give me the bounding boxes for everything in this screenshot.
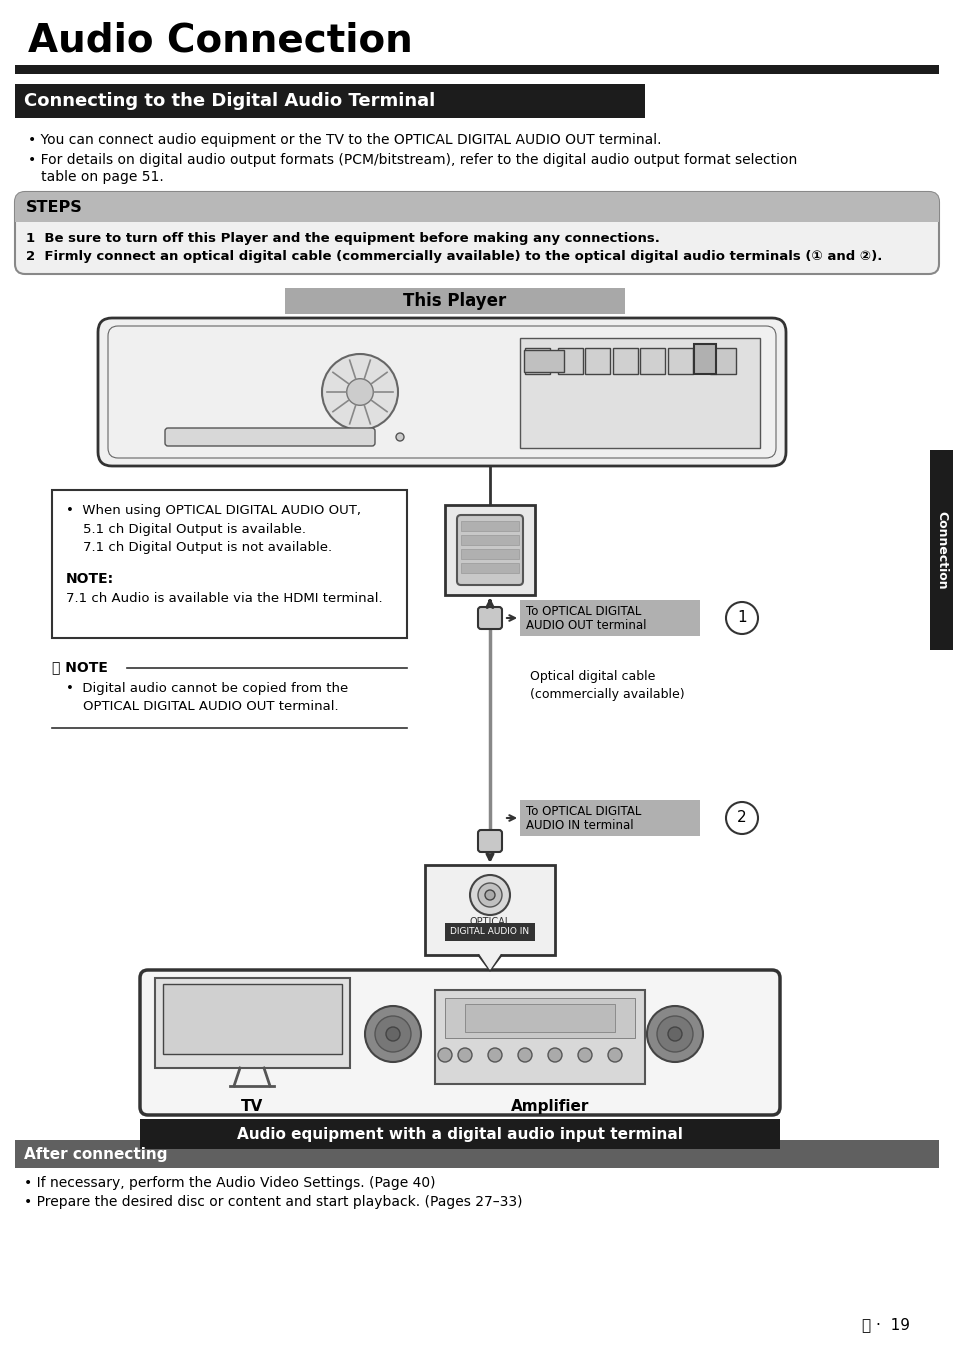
Bar bbox=[558, 348, 582, 374]
Text: • Prepare the desired disc or content and start playback. (Pages 27–33): • Prepare the desired disc or content an… bbox=[24, 1196, 522, 1209]
Circle shape bbox=[517, 1048, 532, 1062]
Text: This Player: This Player bbox=[403, 292, 506, 310]
Circle shape bbox=[365, 1006, 420, 1062]
Bar bbox=[444, 505, 535, 594]
Bar bbox=[15, 84, 644, 118]
Bar bbox=[693, 344, 716, 374]
Text: • If necessary, perform the Audio Video Settings. (Page 40): • If necessary, perform the Audio Video … bbox=[24, 1177, 435, 1190]
Text: TV: TV bbox=[240, 1099, 263, 1114]
Bar bbox=[519, 600, 700, 636]
Bar bbox=[444, 923, 535, 941]
Bar bbox=[584, 348, 609, 374]
Text: ⎓ NOTE: ⎓ NOTE bbox=[52, 659, 108, 674]
Circle shape bbox=[457, 1048, 472, 1062]
Circle shape bbox=[386, 1026, 399, 1041]
FancyBboxPatch shape bbox=[456, 515, 522, 585]
Bar bbox=[435, 990, 644, 1085]
Text: 2  Firmly connect an optical digital cable (commercially available) to the optic: 2 Firmly connect an optical digital cabl… bbox=[26, 250, 882, 263]
Circle shape bbox=[607, 1048, 621, 1062]
Text: Connecting to the Digital Audio Terminal: Connecting to the Digital Audio Terminal bbox=[24, 92, 435, 110]
Circle shape bbox=[484, 890, 495, 900]
Text: NOTE:: NOTE: bbox=[66, 571, 114, 586]
Text: 1  Be sure to turn off this Player and the equipment before making any connectio: 1 Be sure to turn off this Player and th… bbox=[26, 232, 659, 245]
Text: 7.1 ch Digital Output is not available.: 7.1 ch Digital Output is not available. bbox=[66, 542, 332, 554]
Circle shape bbox=[488, 1048, 501, 1062]
Bar bbox=[523, 349, 563, 372]
Bar bbox=[52, 490, 407, 638]
Bar bbox=[285, 288, 624, 314]
Text: AUDIO OUT terminal: AUDIO OUT terminal bbox=[525, 619, 646, 632]
Circle shape bbox=[646, 1006, 702, 1062]
Text: 1: 1 bbox=[737, 611, 746, 626]
Polygon shape bbox=[477, 955, 501, 971]
Text: table on page 51.: table on page 51. bbox=[28, 171, 164, 184]
Text: 7.1 ch Audio is available via the HDMI terminal.: 7.1 ch Audio is available via the HDMI t… bbox=[66, 592, 382, 605]
Circle shape bbox=[375, 1016, 411, 1052]
Circle shape bbox=[346, 379, 373, 405]
Circle shape bbox=[667, 1026, 681, 1041]
FancyBboxPatch shape bbox=[15, 192, 938, 222]
Text: DIGITAL AUDIO IN: DIGITAL AUDIO IN bbox=[450, 927, 529, 936]
Bar bbox=[929, 450, 953, 650]
Circle shape bbox=[322, 353, 397, 431]
Bar bbox=[15, 207, 938, 222]
Circle shape bbox=[547, 1048, 561, 1062]
Text: 2: 2 bbox=[737, 811, 746, 826]
Text: • For details on digital audio output formats (PCM/bitstream), refer to the digi: • For details on digital audio output fo… bbox=[28, 153, 797, 167]
Circle shape bbox=[725, 603, 758, 634]
Bar bbox=[163, 984, 341, 1053]
Circle shape bbox=[395, 433, 403, 441]
Circle shape bbox=[578, 1048, 592, 1062]
Text: •  Digital audio cannot be copied from the
    OPTICAL DIGITAL AUDIO OUT termina: • Digital audio cannot be copied from th… bbox=[66, 682, 348, 714]
Bar bbox=[709, 348, 735, 374]
Bar bbox=[15, 65, 938, 74]
Circle shape bbox=[725, 802, 758, 834]
Bar bbox=[639, 348, 664, 374]
Polygon shape bbox=[479, 955, 499, 969]
Bar bbox=[460, 535, 518, 546]
Text: STEPS: STEPS bbox=[26, 199, 83, 214]
FancyBboxPatch shape bbox=[477, 607, 501, 630]
Bar bbox=[464, 1005, 615, 1032]
Text: Audio Connection: Audio Connection bbox=[28, 22, 413, 60]
Text: Amplifier: Amplifier bbox=[510, 1099, 589, 1114]
Bar bbox=[15, 1140, 938, 1169]
Bar bbox=[460, 563, 518, 573]
Bar bbox=[460, 521, 518, 531]
Text: 5.1 ch Digital Output is available.: 5.1 ch Digital Output is available. bbox=[66, 523, 306, 536]
Bar bbox=[519, 338, 760, 448]
Bar bbox=[140, 1118, 780, 1150]
Circle shape bbox=[657, 1016, 692, 1052]
FancyBboxPatch shape bbox=[140, 969, 780, 1114]
Bar bbox=[154, 978, 350, 1068]
Bar bbox=[460, 548, 518, 559]
Text: Optical digital cable
(commercially available): Optical digital cable (commercially avai… bbox=[530, 670, 684, 701]
Text: •  When using OPTICAL DIGITAL AUDIO OUT,: • When using OPTICAL DIGITAL AUDIO OUT, bbox=[66, 504, 360, 517]
Bar bbox=[519, 800, 700, 835]
FancyBboxPatch shape bbox=[15, 192, 938, 274]
Circle shape bbox=[477, 883, 501, 907]
FancyBboxPatch shape bbox=[165, 428, 375, 445]
Circle shape bbox=[470, 875, 510, 915]
FancyBboxPatch shape bbox=[477, 830, 501, 852]
Text: To OPTICAL DIGITAL: To OPTICAL DIGITAL bbox=[525, 806, 640, 818]
Bar bbox=[444, 998, 635, 1039]
Text: OPTICAL: OPTICAL bbox=[469, 917, 510, 927]
Bar bbox=[524, 348, 550, 374]
FancyBboxPatch shape bbox=[98, 318, 785, 466]
Text: Audio equipment with a digital audio input terminal: Audio equipment with a digital audio inp… bbox=[236, 1127, 682, 1141]
Bar bbox=[424, 865, 555, 955]
Text: Connection: Connection bbox=[935, 510, 947, 589]
Text: ⓔ ·  19: ⓔ · 19 bbox=[862, 1317, 909, 1332]
Text: • You can connect audio equipment or the TV to the OPTICAL DIGITAL AUDIO OUT ter: • You can connect audio equipment or the… bbox=[28, 133, 660, 148]
Text: AUDIO IN terminal: AUDIO IN terminal bbox=[525, 819, 633, 831]
Text: After connecting: After connecting bbox=[24, 1147, 168, 1162]
Circle shape bbox=[437, 1048, 452, 1062]
Bar bbox=[667, 348, 692, 374]
Text: To OPTICAL DIGITAL: To OPTICAL DIGITAL bbox=[525, 605, 640, 617]
Bar bbox=[613, 348, 638, 374]
